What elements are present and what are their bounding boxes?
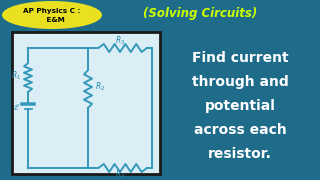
- Text: $R_2$: $R_2$: [95, 81, 105, 93]
- Ellipse shape: [2, 1, 102, 29]
- Text: $R_3$: $R_3$: [115, 35, 125, 47]
- Text: (Solving Circuits): (Solving Circuits): [143, 6, 257, 19]
- Text: potential: potential: [204, 99, 276, 113]
- Text: $\mathcal{E}$: $\mathcal{E}$: [13, 102, 20, 112]
- Text: through and: through and: [192, 75, 288, 89]
- Bar: [12, 32, 160, 174]
- Text: $R_4$: $R_4$: [115, 169, 125, 180]
- Text: $R_1$: $R_1$: [11, 70, 21, 82]
- Text: across each: across each: [194, 123, 286, 137]
- Text: resistor.: resistor.: [208, 147, 272, 161]
- Text: AP Physics C :
   E&M: AP Physics C : E&M: [23, 8, 81, 22]
- Text: Find current: Find current: [192, 51, 288, 65]
